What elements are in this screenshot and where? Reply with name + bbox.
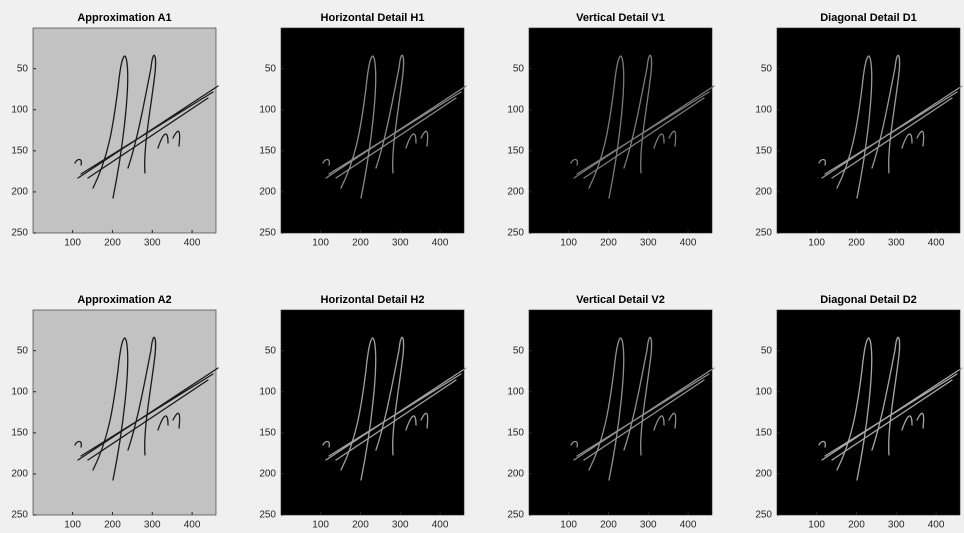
y-tick-label: 200 [11, 469, 28, 480]
y-tick-label: 200 [259, 469, 276, 480]
y-tick-label: 50 [761, 345, 773, 356]
x-tick-label: 200 [848, 520, 865, 531]
x-tick-label: 100 [64, 520, 81, 531]
panel-title: Approximation A1 [77, 12, 171, 24]
y-tick-label: 50 [17, 63, 29, 74]
y-tick-label: 50 [265, 63, 277, 74]
x-tick-label: 200 [104, 238, 121, 249]
x-tick-label: 300 [640, 520, 657, 531]
image [33, 28, 216, 233]
x-tick-label: 200 [600, 520, 617, 531]
y-tick-label: 50 [265, 345, 277, 356]
y-tick-label: 250 [507, 228, 524, 239]
x-tick-label: 400 [928, 520, 945, 531]
x-tick-label: 100 [808, 238, 825, 249]
y-tick-label: 150 [11, 145, 28, 156]
x-tick-label: 200 [104, 520, 121, 531]
x-tick-label: 300 [640, 238, 657, 249]
y-tick-label: 100 [259, 386, 276, 397]
y-tick-label: 100 [755, 386, 772, 397]
y-tick-label: 100 [507, 104, 524, 115]
y-tick-label: 150 [755, 427, 772, 438]
y-tick-label: 100 [507, 386, 524, 397]
x-tick-label: 300 [144, 520, 161, 531]
figure: Approximation A1 100 200 300 400 50 100 150 200 2… [0, 0, 964, 533]
y-tick-label: 150 [507, 427, 524, 438]
image [777, 28, 960, 233]
x-tick-label: 200 [352, 520, 369, 531]
y-tick-label: 100 [755, 104, 772, 115]
y-tick-label: 250 [755, 510, 772, 521]
panel-title: Horizontal Detail H1 [321, 12, 425, 24]
image [33, 310, 216, 515]
panel-title: Approximation A2 [77, 294, 171, 306]
y-tick-label: 200 [507, 187, 524, 198]
x-tick-label: 300 [392, 520, 409, 531]
x-tick-label: 400 [432, 238, 449, 249]
y-tick-label: 50 [761, 63, 773, 74]
y-tick-label: 200 [755, 187, 772, 198]
y-tick-label: 150 [755, 145, 772, 156]
image [281, 310, 464, 515]
image [281, 28, 464, 233]
y-tick-label: 150 [11, 427, 28, 438]
y-tick-label: 200 [259, 187, 276, 198]
x-tick-label: 300 [888, 520, 905, 531]
y-tick-label: 150 [259, 427, 276, 438]
x-tick-label: 100 [808, 520, 825, 531]
x-tick-label: 100 [312, 238, 329, 249]
x-tick-label: 400 [432, 520, 449, 531]
y-tick-label: 50 [513, 345, 525, 356]
x-tick-label: 400 [184, 238, 201, 249]
x-tick-label: 400 [928, 238, 945, 249]
y-tick-label: 150 [507, 145, 524, 156]
x-tick-label: 200 [848, 238, 865, 249]
y-tick-label: 100 [11, 386, 28, 397]
x-tick-label: 100 [64, 238, 81, 249]
y-tick-label: 250 [507, 510, 524, 521]
x-tick-label: 100 [560, 520, 577, 531]
image [529, 28, 712, 233]
x-tick-label: 200 [352, 238, 369, 249]
y-tick-label: 100 [259, 104, 276, 115]
x-tick-label: 200 [600, 238, 617, 249]
y-tick-label: 250 [11, 510, 28, 521]
y-tick-label: 250 [11, 228, 28, 239]
y-tick-label: 250 [755, 228, 772, 239]
y-tick-label: 100 [11, 104, 28, 115]
y-tick-label: 50 [513, 63, 525, 74]
y-tick-label: 50 [17, 345, 29, 356]
y-tick-label: 200 [755, 469, 772, 480]
x-tick-label: 100 [312, 520, 329, 531]
x-tick-label: 300 [888, 238, 905, 249]
panel-title: Diagonal Detail D2 [820, 294, 917, 306]
panel-title: Vertical Detail V2 [576, 294, 665, 306]
y-tick-label: 250 [259, 228, 276, 239]
x-tick-label: 400 [680, 238, 697, 249]
x-tick-label: 300 [144, 238, 161, 249]
x-tick-label: 300 [392, 238, 409, 249]
panel-title: Vertical Detail V1 [576, 12, 665, 24]
y-tick-label: 150 [259, 145, 276, 156]
x-tick-label: 400 [184, 520, 201, 531]
y-tick-label: 250 [259, 510, 276, 521]
image [777, 310, 960, 515]
y-tick-label: 200 [11, 187, 28, 198]
panel-title: Diagonal Detail D1 [820, 12, 917, 24]
y-tick-label: 200 [507, 469, 524, 480]
x-tick-label: 400 [680, 520, 697, 531]
panel-title: Horizontal Detail H2 [321, 294, 425, 306]
x-tick-label: 100 [560, 238, 577, 249]
image [529, 310, 712, 515]
